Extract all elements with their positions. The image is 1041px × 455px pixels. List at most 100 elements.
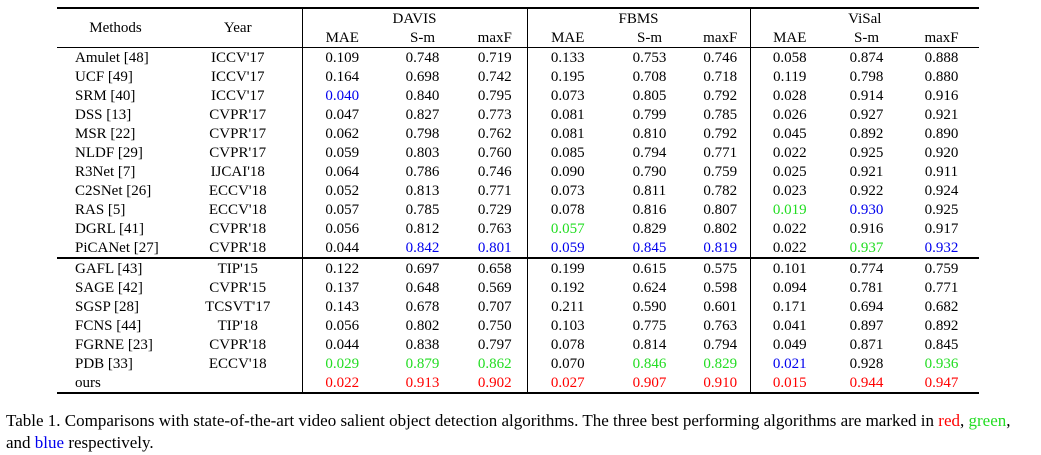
metric-value: 0.056 [301, 219, 382, 238]
method-year: ECCV'18 [208, 201, 267, 218]
table-row: GAFL [43] TIP'15 0.122 0.697 0.658 0.199 0.615… [57, 257, 980, 278]
metric-value: 0.920 [924, 144, 959, 161]
method-name: FCNS [44] [75, 317, 142, 334]
metric-value: 0.786 [405, 163, 440, 180]
metric-value: 0.874 [849, 49, 884, 66]
metric-value: 0.794 [632, 144, 667, 161]
metric-value: 0.910 [691, 373, 751, 394]
metric-value: 0.070 [526, 354, 608, 373]
table-row: Amulet [48] ICCV'17 0.109 0.748 0.719 0.133 0.… [57, 47, 979, 67]
table-row: DSS [13] CVPR'17 0.047 0.827 0.773 0.081 0.799… [57, 105, 979, 124]
metric-value: 0.022 [749, 143, 830, 162]
metric-value: 0.785 [405, 201, 440, 218]
method-name: PiCANet [27] [75, 239, 159, 256]
table-row: NLDF [29] CVPR'17 0.059 0.803 0.760 0.085 0.79… [57, 143, 979, 162]
metric-value: 0.052 [301, 181, 382, 200]
metric-value: 0.814 [632, 336, 667, 353]
metric-value: 0.057 [301, 200, 382, 219]
metric-value: 0.944 [829, 373, 905, 394]
table-caption: Table 1. Comparisons with state-of-the-a… [6, 410, 1036, 454]
method-year: CVPR'15 [209, 279, 267, 296]
metric-value: 0.058 [749, 47, 830, 67]
metric-value: 0.829 [703, 355, 738, 372]
metric-value: 0.892 [924, 317, 959, 334]
metric-value: 0.925 [924, 201, 959, 218]
metric-value: 0.802 [405, 317, 440, 334]
metric-value: 0.708 [632, 68, 667, 85]
method-name: C2SNet [26] [75, 182, 152, 199]
method-name: UCF [49] [75, 68, 133, 85]
table-row: ours 0.022 0.913 0.902 0.027 0.907 0.910 0.015 0… [57, 373, 980, 394]
method-year: CVPR'18 [209, 336, 267, 353]
metric-value: 0.598 [703, 279, 738, 296]
metric-value: 0.164 [301, 67, 382, 86]
table-row: PDB [33] ECCV'18 0.029 0.879 0.862 0.070 0.846… [57, 354, 979, 373]
header-metric-sm: S-m [608, 28, 691, 48]
metric-value: 0.753 [632, 49, 667, 66]
metric-value: 0.781 [849, 279, 884, 296]
header-metric-mae: MAE [749, 28, 830, 48]
method-name: MSR [22] [75, 125, 136, 142]
metric-value: 0.041 [749, 316, 830, 335]
header-metric-maxf: maxF [463, 28, 527, 48]
metric-value: 0.081 [526, 105, 608, 124]
metric-value: 0.829 [632, 220, 667, 237]
metric-value: 0.897 [849, 317, 884, 334]
metric-value: 0.062 [301, 124, 382, 143]
method-name: DSS [13] [75, 106, 132, 123]
metric-value: 0.916 [849, 220, 884, 237]
metric-value: 0.658 [463, 257, 527, 278]
metric-value: 0.775 [632, 317, 667, 334]
metric-value: 0.807 [703, 201, 738, 218]
header-dataset-visal: ViSal [749, 7, 980, 28]
metric-value: 0.064 [301, 162, 382, 181]
header-dataset-davis: DAVIS [301, 7, 527, 28]
metric-value: 0.211 [526, 297, 608, 316]
metric-value: 0.932 [924, 239, 959, 256]
method-name: SGSP [28] [75, 298, 140, 315]
method-year: CVPR'18 [209, 239, 267, 256]
metric-value: 0.892 [849, 125, 884, 142]
metric-value: 0.924 [924, 182, 959, 199]
metric-value: 0.746 [477, 163, 512, 180]
caption-green-word: green [968, 411, 1007, 430]
header-metric-sm: S-m [382, 28, 463, 48]
metric-value: 0.718 [703, 68, 738, 85]
metric-value: 0.023 [749, 181, 830, 200]
metric-value: 0.803 [405, 144, 440, 161]
method-year: IJCAI'18 [210, 163, 265, 180]
metric-value: 0.805 [632, 87, 667, 104]
metric-value: 0.081 [526, 124, 608, 143]
metric-value: 0.682 [924, 298, 959, 315]
metric-value: 0.094 [749, 278, 830, 297]
metric-value: 0.774 [829, 257, 905, 278]
metric-value: 0.073 [526, 181, 608, 200]
metric-value: 0.916 [924, 87, 959, 104]
metric-value: 0.615 [608, 257, 691, 278]
metric-value: 0.782 [703, 182, 738, 199]
metric-value: 0.845 [924, 336, 959, 353]
metric-value: 0.707 [477, 298, 512, 315]
metric-value: 0.022 [749, 219, 830, 238]
metric-value: 0.195 [526, 67, 608, 86]
metric-value: 0.810 [632, 125, 667, 142]
metric-value: 0.059 [301, 143, 382, 162]
method-year [174, 373, 302, 394]
metric-value: 0.056 [301, 316, 382, 335]
metric-value: 0.813 [405, 182, 440, 199]
method-name: RAS [5] [75, 201, 126, 218]
metric-value: 0.029 [301, 354, 382, 373]
header-metric-sm: S-m [829, 28, 905, 48]
header-metric-mae: MAE [526, 28, 608, 48]
metric-value: 0.879 [405, 355, 440, 372]
metric-value: 0.792 [703, 125, 738, 142]
caption-separator: , [960, 411, 969, 430]
method-year: CVPR'17 [209, 125, 267, 142]
metric-value: 0.137 [301, 278, 382, 297]
metric-value: 0.914 [849, 87, 884, 104]
metric-value: 0.922 [849, 182, 884, 199]
metric-value: 0.171 [749, 297, 830, 316]
metric-value: 0.798 [849, 68, 884, 85]
metric-value: 0.816 [632, 201, 667, 218]
method-name: FGRNE [23] [75, 336, 153, 353]
